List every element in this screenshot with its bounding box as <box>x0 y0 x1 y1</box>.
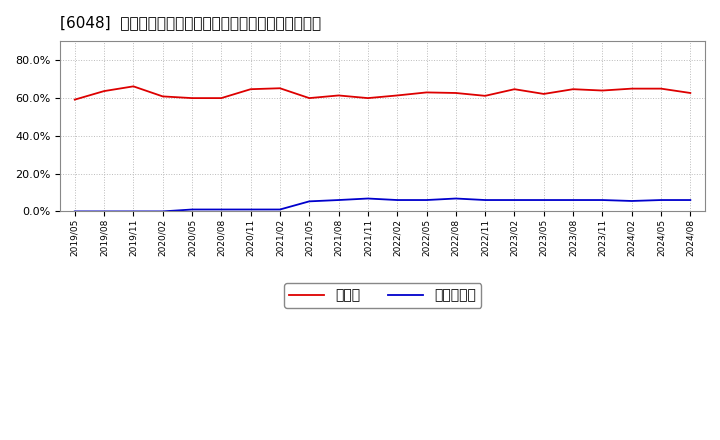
現顔金 <box>100 88 109 94</box>
現顔金 <box>422 90 431 95</box>
有利子負債 <box>657 198 665 203</box>
Line: 有利子負債: 有利子負債 <box>75 198 690 211</box>
現顔金 <box>364 95 372 101</box>
有利子負債 <box>305 199 314 204</box>
有利子負債 <box>71 209 79 214</box>
現顔金 <box>598 88 607 93</box>
有利子負債 <box>129 209 138 214</box>
有利子負債 <box>276 207 284 212</box>
現顔金 <box>217 95 225 101</box>
有利子負債 <box>569 198 577 203</box>
現顔金 <box>686 90 695 95</box>
有利子負債 <box>510 198 519 203</box>
有利子負債 <box>217 207 225 212</box>
Legend: 現顔金, 有利子負債: 現顔金, 有利子負債 <box>284 283 482 308</box>
現顔金 <box>627 86 636 91</box>
有利子負債 <box>686 198 695 203</box>
現顔金 <box>451 90 460 95</box>
有利子負債 <box>188 207 197 212</box>
有利子負債 <box>422 198 431 203</box>
現顔金 <box>188 95 197 101</box>
有利子負債 <box>393 198 402 203</box>
現顔金 <box>569 87 577 92</box>
有利子負債 <box>451 196 460 201</box>
現顔金 <box>510 87 519 92</box>
現顔金 <box>305 95 314 101</box>
有利子負債 <box>539 198 548 203</box>
現顔金 <box>539 91 548 96</box>
有利子負債 <box>481 198 490 203</box>
有利子負債 <box>364 196 372 201</box>
現顔金 <box>246 87 255 92</box>
有利子負債 <box>627 198 636 204</box>
現顔金 <box>158 94 167 99</box>
Line: 現顔金: 現顔金 <box>75 86 690 99</box>
現顔金 <box>71 97 79 102</box>
有利子負債 <box>334 198 343 203</box>
有利子負債 <box>100 209 109 214</box>
現顔金 <box>276 86 284 91</box>
Text: [6048]  現顔金、有利子負債の総資産に対する比率の推移: [6048] 現顔金、有利子負債の総資産に対する比率の推移 <box>60 15 321 30</box>
現顔金 <box>393 93 402 98</box>
現顔金 <box>129 84 138 89</box>
有利子負債 <box>598 198 607 203</box>
有利子負債 <box>158 209 167 214</box>
有利子負債 <box>246 207 255 212</box>
現顔金 <box>481 93 490 99</box>
現顔金 <box>334 93 343 98</box>
現顔金 <box>657 86 665 91</box>
